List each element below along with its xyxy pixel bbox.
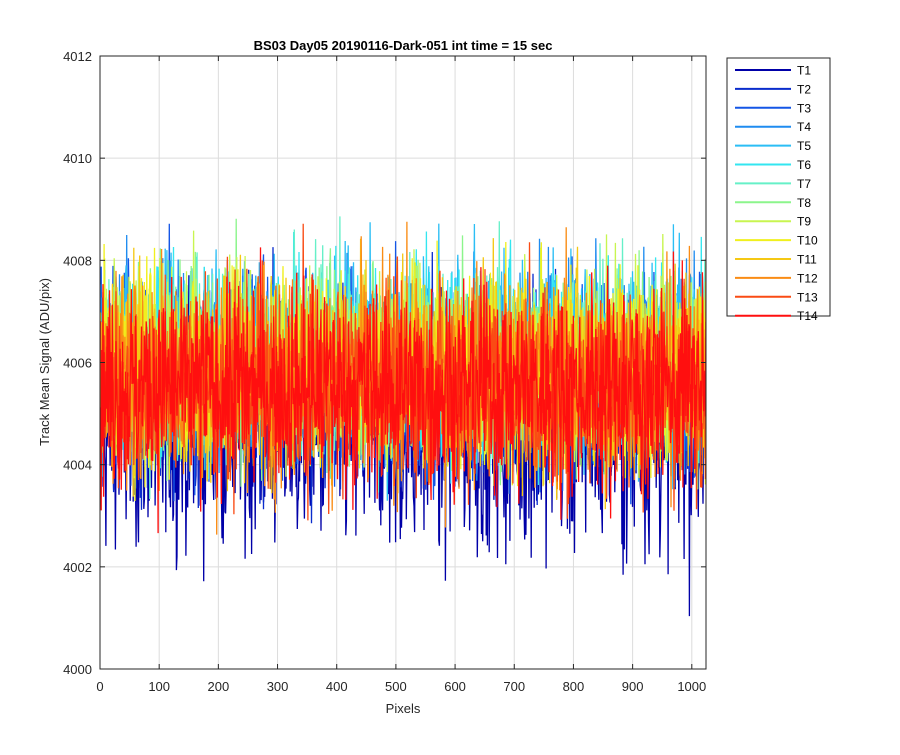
y-tick-label: 4008 bbox=[63, 253, 92, 268]
legend-label-t11: T11 bbox=[797, 253, 817, 267]
legend-label-t2: T2 bbox=[797, 82, 811, 96]
axis-ticks: 0 100 200 300 400 500 600 700 800 900 1000 4000 4002… bbox=[63, 49, 706, 694]
y-axis-label: Track Mean Signal (ADU/pix) bbox=[37, 278, 52, 446]
legend-label-t3: T3 bbox=[797, 101, 811, 115]
series-line-t14 bbox=[100, 247, 706, 534]
x-axis-label: Pixels bbox=[386, 701, 421, 716]
legend-label-t10: T10 bbox=[797, 234, 818, 248]
y-tick-label: 4002 bbox=[63, 560, 92, 575]
legend-label-t14: T14 bbox=[797, 309, 818, 323]
legend-label-t9: T9 bbox=[797, 215, 811, 229]
x-tick-label: 700 bbox=[503, 679, 525, 694]
chart-title: BS03 Day05 20190116-Dark-051 int time = … bbox=[254, 38, 553, 53]
legend-box bbox=[726, 57, 831, 317]
legend-label-t8: T8 bbox=[797, 196, 811, 210]
y-tick-label: 4004 bbox=[63, 458, 92, 473]
x-tick-label: 500 bbox=[385, 679, 407, 694]
legend: T1 T2 T3 T4 T5 T6 T7 T8 T9 T10 T11 T12 T13 T14 bbox=[726, 57, 831, 323]
x-tick-label: 100 bbox=[148, 679, 170, 694]
legend-label-t5: T5 bbox=[797, 139, 811, 153]
x-tick-label: 800 bbox=[563, 679, 585, 694]
x-tick-label: 200 bbox=[208, 679, 230, 694]
series-lines bbox=[100, 216, 706, 617]
x-tick-label: 0 bbox=[96, 679, 103, 694]
x-tick-label: 1000 bbox=[677, 679, 706, 694]
legend-label-t12: T12 bbox=[797, 271, 818, 285]
y-tick-label: 4000 bbox=[63, 662, 92, 677]
legend-label-t4: T4 bbox=[797, 120, 811, 134]
y-tick-label: 4012 bbox=[63, 49, 92, 64]
legend-label-t13: T13 bbox=[797, 290, 818, 304]
x-tick-label: 300 bbox=[267, 679, 289, 694]
x-tick-label: 900 bbox=[622, 679, 644, 694]
x-tick-label: 600 bbox=[444, 679, 466, 694]
legend-label-t7: T7 bbox=[797, 177, 811, 191]
legend-label-t6: T6 bbox=[797, 158, 811, 172]
y-tick-label: 4010 bbox=[63, 151, 92, 166]
legend-label-t1: T1 bbox=[797, 64, 811, 78]
x-tick-label: 400 bbox=[326, 679, 348, 694]
y-tick-label: 4006 bbox=[63, 356, 92, 371]
